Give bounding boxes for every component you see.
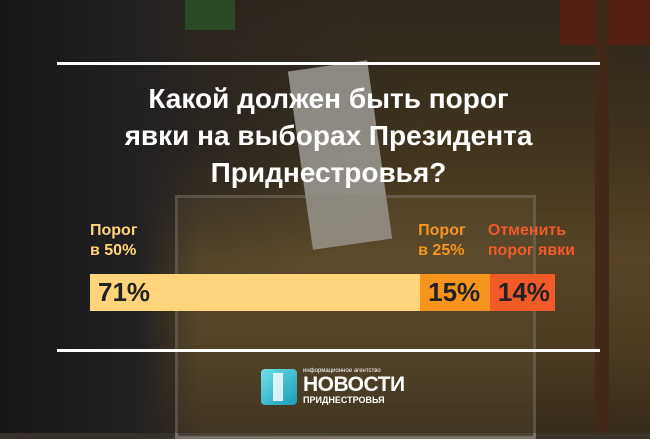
background-ballot-box <box>175 195 536 439</box>
background-pole <box>595 0 609 433</box>
category-label-line: в 50% <box>90 242 137 259</box>
category-label: Порог в 50% <box>90 221 137 261</box>
bar-segment: 15% <box>420 274 490 311</box>
category-label-line: в 25% <box>418 242 465 259</box>
logo-sub: ПРИДНЕСТРОВЬЯ <box>303 395 385 405</box>
category-label-line: Порог <box>90 222 138 239</box>
logo-name: НОВОСТИ <box>303 373 405 396</box>
logo-tagline: информационное агентство <box>303 368 381 374</box>
logo: информационное агентство НОВОСТИ ПРИДНЕС… <box>261 368 405 405</box>
title-line: Приднестровья? <box>210 157 447 188</box>
bottom-divider <box>57 349 600 352</box>
top-divider <box>57 62 600 65</box>
category-label-line: Отменить <box>487 222 567 239</box>
background-person <box>0 0 200 433</box>
logo-mark-icon <box>261 368 297 405</box>
category-label: Порог в 25% <box>418 221 465 261</box>
chart-title: Какой должен быть порог явки на выборах … <box>57 80 600 191</box>
bar-segment: 14% <box>489 274 555 311</box>
title-line: явки на выборах Президента <box>124 120 533 151</box>
category-label-line: порог явки <box>487 242 575 259</box>
stacked-bar: 71% 15% 14% <box>90 274 555 311</box>
category-label: Отменить порог явки <box>488 221 575 261</box>
background-flag <box>185 0 235 30</box>
bar-segment: 71% <box>90 274 421 311</box>
category-label-line: Порог <box>418 222 466 239</box>
title-line: Какой должен быть порог <box>148 83 509 114</box>
